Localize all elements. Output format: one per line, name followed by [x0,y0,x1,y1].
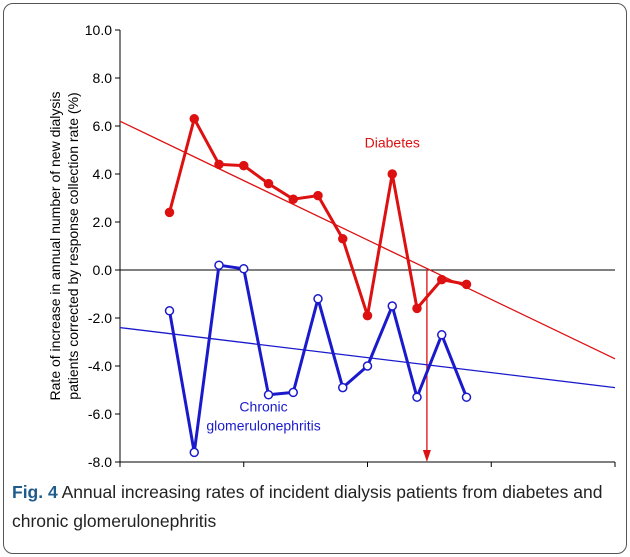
point [214,260,224,270]
point [362,361,373,371]
y-tick-label: 8.0 [93,70,113,86]
point [263,390,274,400]
y-axis-label: Rate of increase in annual number of new… [47,92,63,401]
y-tick-label: -8.0 [88,454,112,470]
point [164,306,175,316]
y-tick-label: 0.0 [93,262,113,278]
caption-label: Fig. 4 [12,482,58,502]
y-tick-label: 2.0 [93,214,113,230]
point [412,303,422,314]
y-tick-label: 10.0 [85,22,112,38]
y-tick-label: -2.0 [88,310,112,326]
point [412,392,422,402]
chart: -8.0-6.0-4.0-2.00.02.04.06.08.010.020002… [47,22,616,470]
point [338,382,348,393]
point [338,234,348,244]
series-line [168,117,467,318]
point [313,294,323,304]
point [164,207,175,218]
point [239,160,249,171]
series-label: Diabetes [365,135,420,151]
point [387,169,397,179]
point [362,310,373,321]
caption: Fig. 4 Annual increasing rates of incide… [12,478,618,536]
point [461,392,472,402]
point [263,178,274,189]
point [387,301,397,311]
y-tick-label: 4.0 [93,166,113,182]
series-label: Chronic [239,399,287,415]
series-label: glomerulonephritis [206,418,320,434]
point [214,159,224,170]
y-axis-label: patients corrected by response collectio… [65,92,81,399]
point [313,190,323,201]
arrow-head [422,450,431,462]
trend-line [119,120,616,360]
y-tick-label: -4.0 [88,358,112,374]
point [288,387,298,398]
point [288,194,298,204]
point [437,330,447,340]
frame [3,3,627,554]
caption-text: Annual increasing rates of incident dial… [12,482,603,531]
point [239,264,249,274]
point [437,274,447,285]
trend-line [119,326,616,389]
y-tick-label: 6.0 [93,118,113,134]
point [189,447,199,458]
y-tick-label: -6.0 [88,406,112,422]
point [461,279,472,290]
point [189,114,199,124]
